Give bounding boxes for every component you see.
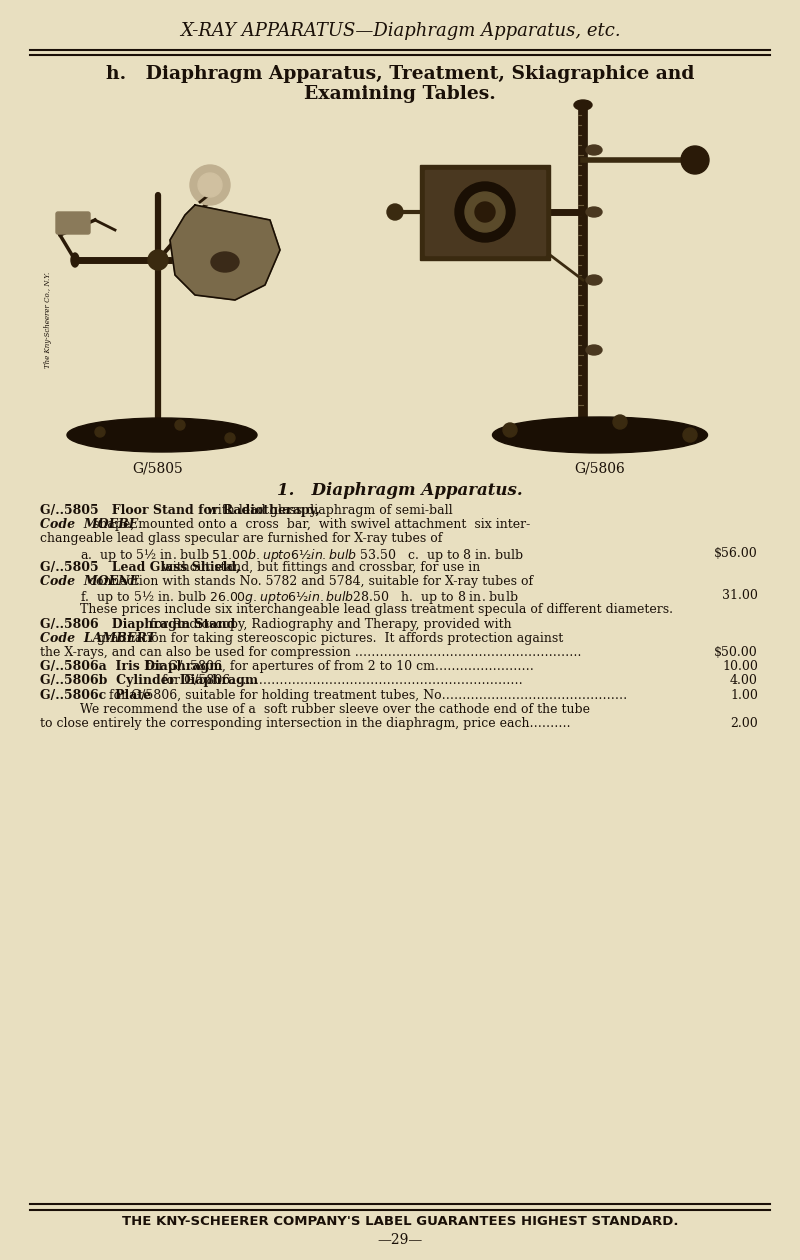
Text: —29—: —29— xyxy=(378,1234,422,1247)
Text: G/..5806a  Iris Diaphragm: G/..5806a Iris Diaphragm xyxy=(40,660,222,673)
Text: 4.00: 4.00 xyxy=(730,674,758,688)
Text: G/..5806b  Cylinder Diaphragm: G/..5806b Cylinder Diaphragm xyxy=(40,674,258,688)
Text: to close entirely the corresponding intersection in the diaphragm, price each………: to close entirely the corresponding inte… xyxy=(40,717,570,730)
Text: We recommend the use of a  soft rubber sleeve over the cathode end of the tube: We recommend the use of a soft rubber sl… xyxy=(80,703,590,716)
Text: $56.00: $56.00 xyxy=(714,547,758,559)
Ellipse shape xyxy=(586,145,602,155)
Text: Code  MOENE: Code MOENE xyxy=(40,575,139,588)
Text: G/..5805   Lead Glass Shield,: G/..5805 Lead Glass Shield, xyxy=(40,561,241,573)
Circle shape xyxy=(225,433,235,444)
Text: $50.00: $50.00 xyxy=(714,646,758,659)
Text: changeable lead glass specular are furnished for X-ray tubes of: changeable lead glass specular are furni… xyxy=(40,533,442,546)
Ellipse shape xyxy=(251,253,259,267)
Text: graduation for taking stereoscopic pictures.  It affords protection against: graduation for taking stereoscopic pictu… xyxy=(89,631,563,645)
Circle shape xyxy=(190,165,230,205)
Polygon shape xyxy=(170,205,280,300)
Ellipse shape xyxy=(586,345,602,355)
Text: Code  LAMBERT: Code LAMBERT xyxy=(40,631,156,645)
Ellipse shape xyxy=(493,417,707,454)
Circle shape xyxy=(683,428,697,442)
Circle shape xyxy=(198,173,222,197)
Text: the X-rays, and can also be used for compression ……………………………………………….: the X-rays, and can also be used for com… xyxy=(40,646,582,659)
Text: for G/5806. ……………………………………………………………: for G/5806. …………………………………………………………… xyxy=(158,674,523,688)
Text: THE KNY-SCHEERER COMPANY'S LABEL GUARANTEES HIGHEST STANDARD.: THE KNY-SCHEERER COMPANY'S LABEL GUARANT… xyxy=(122,1215,678,1228)
FancyBboxPatch shape xyxy=(420,165,550,260)
Text: f.  up to 5½ in. bulb $26.00   g.  up to 6½ in. bulb $28.50   h.  up to 8 in. bu: f. up to 5½ in. bulb $26.00 g. up to 6½ … xyxy=(80,590,518,606)
Ellipse shape xyxy=(67,418,257,452)
Circle shape xyxy=(455,181,515,242)
Circle shape xyxy=(387,204,403,220)
Text: G/..5806   Diaphragm Stand: G/..5806 Diaphragm Stand xyxy=(40,617,235,630)
Circle shape xyxy=(475,202,495,222)
Text: with lead glass diaphragm of semi-ball: with lead glass diaphragm of semi-ball xyxy=(203,504,453,517)
Text: connection with stands No. 5782 and 5784, suitable for X-ray tubes of: connection with stands No. 5782 and 5784… xyxy=(81,575,534,588)
Text: These prices include six interchangeable lead glass treatment specula of differe: These prices include six interchangeable… xyxy=(80,604,673,616)
Text: G/5805: G/5805 xyxy=(133,462,183,476)
Text: G/5806: G/5806 xyxy=(574,462,626,476)
Text: a.  up to 5½ in. bulb $51.00   b.  up to 6½ in. bulb $ 53.50   c.  up to 8 in. b: a. up to 5½ in. bulb $51.00 b. up to 6½ … xyxy=(80,547,524,563)
Circle shape xyxy=(175,420,185,430)
Text: for G/5806, suitable for holding treatment tubes, No………………………………………: for G/5806, suitable for holding treatme… xyxy=(106,689,627,702)
Ellipse shape xyxy=(211,252,239,272)
Text: shape, mounted onto a  cross  bar,  with swivel attachment  six inter-: shape, mounted onto a cross bar, with sw… xyxy=(81,518,530,532)
Text: 10.00: 10.00 xyxy=(722,660,758,673)
Text: 31.00: 31.00 xyxy=(722,590,758,602)
Circle shape xyxy=(681,146,709,174)
Text: 2.00: 2.00 xyxy=(730,717,758,730)
Text: for G/..5806, for apertures of from 2 to 10 cm……………………: for G/..5806, for apertures of from 2 to… xyxy=(142,660,534,673)
Ellipse shape xyxy=(574,100,592,110)
Text: h.   Diaphragm Apparatus, Treatment, Skiagraphice and: h. Diaphragm Apparatus, Treatment, Skiag… xyxy=(106,66,694,83)
Text: 1.00: 1.00 xyxy=(730,689,758,702)
Ellipse shape xyxy=(586,275,602,285)
Text: 1.   Diaphragm Apparatus.: 1. Diaphragm Apparatus. xyxy=(277,483,523,499)
Text: X-RAY APPARATUS—Diaphragm Apparatus, etc.: X-RAY APPARATUS—Diaphragm Apparatus, etc… xyxy=(180,21,620,40)
Circle shape xyxy=(465,192,505,232)
FancyBboxPatch shape xyxy=(425,170,545,255)
Text: without stand, but fittings and crossbar, for use in: without stand, but fittings and crossbar… xyxy=(158,561,481,573)
Text: G/..5805   Floor Stand for Radiotherapy,: G/..5805 Floor Stand for Radiotherapy, xyxy=(40,504,320,517)
Text: Examining Tables.: Examining Tables. xyxy=(304,84,496,103)
Circle shape xyxy=(95,427,105,437)
FancyBboxPatch shape xyxy=(56,212,90,234)
Circle shape xyxy=(613,415,627,428)
Ellipse shape xyxy=(586,207,602,217)
Text: G/..5806c  Plate: G/..5806c Plate xyxy=(40,689,151,702)
Text: for Radioscopy, Radiography and Therapy, provided with: for Radioscopy, Radiography and Therapy,… xyxy=(146,617,512,630)
Circle shape xyxy=(148,249,168,270)
Ellipse shape xyxy=(71,253,79,267)
Text: The Kny-Scheerer Co., N.Y.: The Kny-Scheerer Co., N.Y. xyxy=(44,272,52,368)
Circle shape xyxy=(503,423,517,437)
Text: Code  MOEBE: Code MOEBE xyxy=(40,518,138,532)
